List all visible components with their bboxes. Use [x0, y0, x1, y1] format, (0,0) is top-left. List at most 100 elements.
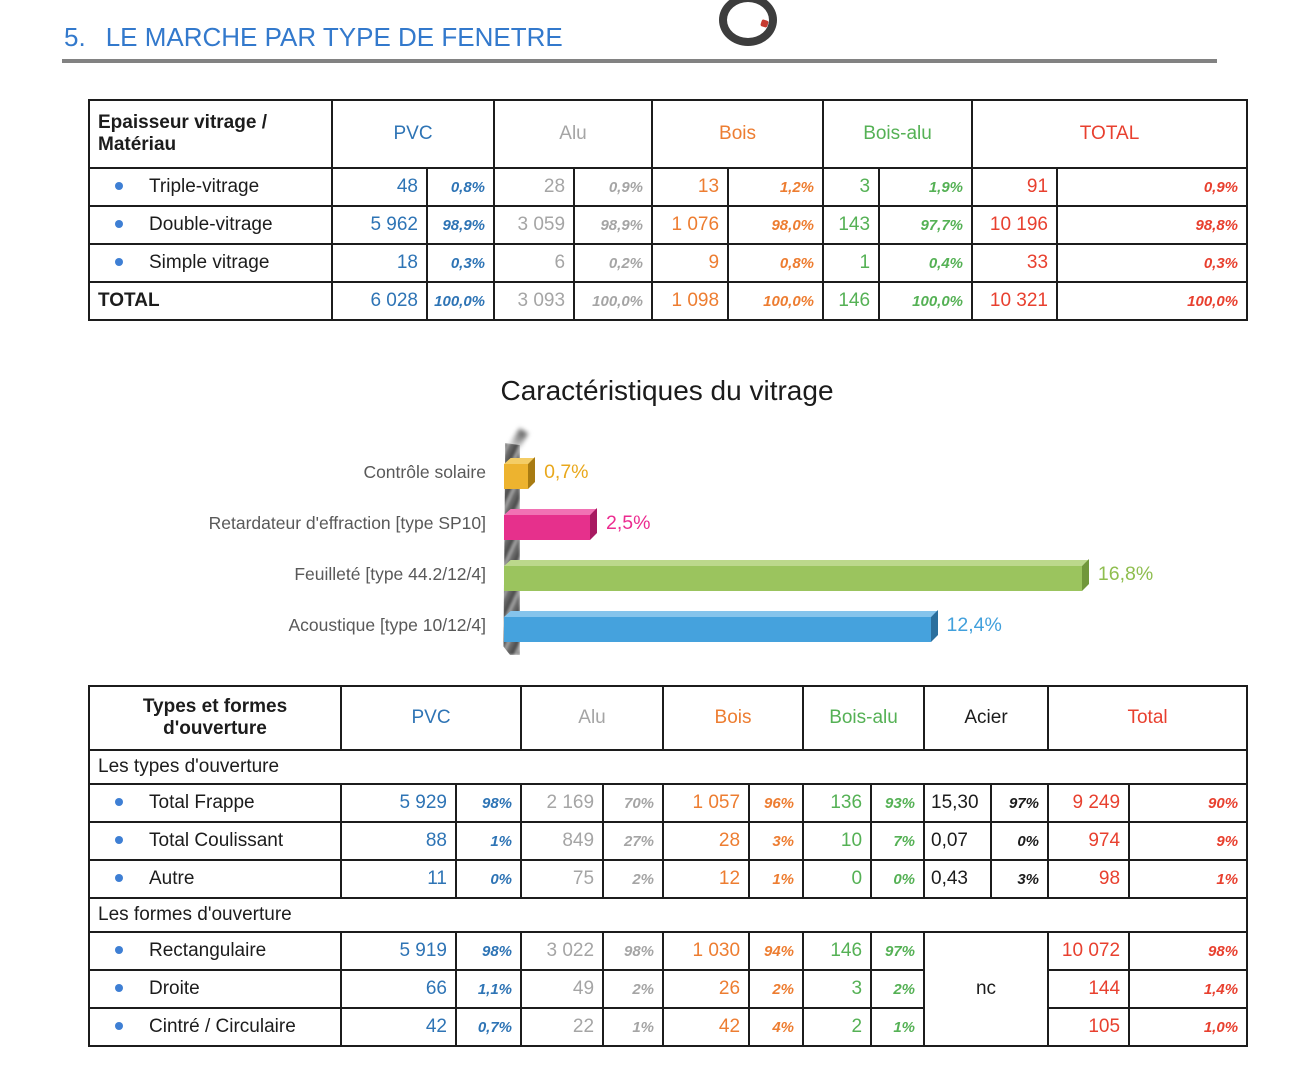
bullet-icon [115, 798, 123, 807]
t2-t2-acier: 0,43 [923, 859, 993, 899]
t2-total-header: Total [1047, 685, 1249, 751]
t2-boisalu-header: Bois-alu [802, 685, 926, 751]
glazing-thickness-table: Epaisseur vitrage / Matériau PVC Alu Boi… [88, 99, 1249, 321]
t2-f1-pvc: 66 [340, 969, 457, 1009]
t2-t2-tot-pct: 1% [1128, 859, 1249, 899]
t2-f0-alu-pct: 98% [602, 931, 665, 971]
t1-r1-pvc-pct: 98,9% [425, 205, 496, 245]
t1-pvc-header: PVC [330, 99, 496, 169]
t2-header-row: Types et formes d'ouverture PVC Alu Bois… [88, 685, 1249, 751]
t2-t0-balu-pct: 93% [870, 783, 926, 823]
t1-r1-tot-pct: 98,8% [1056, 205, 1249, 245]
chart-row-acoustique: Acoustique [type 10/12/4] 12,4% [60, 600, 1300, 651]
t2-t1-tot-pct: 9% [1128, 821, 1249, 861]
t2-f2-label: Cintré / Circulaire [88, 1007, 342, 1047]
t2-t0-alu-pct: 70% [602, 783, 665, 823]
t1-r0-alu: 28 [493, 167, 576, 207]
chart-row-retardateur: Retardateur d'effraction [type SP10] 2,5… [60, 498, 1300, 549]
t1-total-tot-pct: 100,0% [1056, 281, 1249, 321]
t2-t0-acier: 15,30 [923, 783, 993, 823]
t1-r0-pvc-pct: 0,8% [425, 167, 496, 207]
t2-row-frappe: Total Frappe 5 929 98% 2 169 70% 1 057 9… [88, 783, 1249, 823]
t2-f0-bois: 1 030 [662, 931, 751, 971]
bullet-icon [115, 984, 123, 993]
t1-r1-tot: 10 196 [971, 205, 1059, 245]
t1-bois-header: Bois [651, 99, 825, 169]
t1-row-triple: Triple-vitrage 48 0,8% 28 0,9% 13 1,2% 3… [88, 167, 1249, 207]
t2-t1-balu-pct: 7% [870, 821, 926, 861]
t2-t1-pvc-pct: 1% [454, 821, 523, 861]
t1-r2-alu-pct: 0,2% [573, 243, 654, 283]
t1-r0-balu: 3 [822, 167, 881, 207]
logo-fragment-icon [719, 0, 777, 46]
bar-front-face [504, 514, 590, 540]
t2-row-rectangulaire: Rectangulaire 5 919 98% 3 022 98% 1 030 … [88, 931, 1249, 1047]
t1-row-total: TOTAL 6 028 100,0% 3 093 100,0% 1 098 10… [88, 281, 1249, 321]
t1-header-row: Epaisseur vitrage / Matériau PVC Alu Boi… [88, 99, 1249, 169]
t2-t1-bois-pct: 3% [748, 821, 805, 861]
t1-r0-bois: 13 [651, 167, 730, 207]
t2-acier-nc-cell: nc [923, 931, 1050, 1047]
t1-total-pvc: 6 028 [331, 281, 428, 321]
vitrage-bar-chart: Contrôle solaire 0,7% Retardateur d'effr… [60, 428, 1300, 655]
opening-types-table: Types et formes d'ouverture PVC Alu Bois… [87, 685, 1249, 1047]
t2-f2-tot: 105 [1047, 1007, 1131, 1047]
bar-category-label: Feuilleté [type 44.2/12/4] [294, 564, 486, 584]
t2-t2-alu: 75 [520, 859, 605, 899]
t2-acier-header: Acier [923, 685, 1050, 751]
t2-t0-balu: 136 [802, 783, 873, 823]
t1-r2-tot: 33 [971, 243, 1059, 283]
heading-title: LE MARCHE PAR TYPE DE FENETRE [105, 22, 563, 52]
bar-retardateur-effraction: 2,5% [504, 507, 1300, 541]
t1-total-pvc-pct: 100,0% [425, 281, 496, 321]
t1-corner-header: Epaisseur vitrage / Matériau [88, 99, 333, 169]
t2-f0-balu-pct: 97% [870, 931, 926, 971]
t2-f2-balu-pct: 1% [870, 1007, 926, 1047]
t2-row-autre: Autre 11 0% 75 2% 12 1% 0 0% 0,43 3% 98 … [88, 859, 1249, 899]
heading-underline [62, 59, 1217, 63]
t2-f0-bois-pct: 94% [748, 931, 805, 971]
t1-alu-header: Alu [493, 99, 654, 169]
t2-t2-bois: 12 [662, 859, 751, 899]
t2-f0-tot-pct: 98% [1128, 931, 1249, 971]
t2-t0-acier-pct: 97% [990, 783, 1050, 823]
bar-value-label: 16,8% [1097, 562, 1154, 585]
t2-t0-label: Total Frappe [88, 783, 342, 823]
t1-r2-balu-pct: 0,4% [878, 243, 974, 283]
t2-corner-header: Types et formes d'ouverture [88, 685, 342, 751]
bar-value-label: 2,5% [606, 511, 651, 534]
t2-t0-tot-pct: 90% [1128, 783, 1249, 823]
t2-t2-label: Autre [88, 859, 342, 899]
t1-r0-label: Triple-vitrage [88, 167, 333, 207]
chart-row-feuillete: Feuilleté [type 44.2/12/4] 16,8% [60, 549, 1300, 600]
t1-r1-pvc: 5 962 [331, 205, 428, 245]
t1-total-alu-pct: 100,0% [573, 281, 654, 321]
t2-f1-alu-pct: 2% [602, 969, 665, 1009]
t2-t0-bois: 1 057 [662, 783, 751, 823]
t1-total-bois-pct: 100,0% [727, 281, 825, 321]
t2-f1-balu: 3 [802, 969, 873, 1009]
t2-t1-alu: 849 [520, 821, 605, 861]
t2-f2-tot-pct: 1,0% [1128, 1007, 1249, 1047]
t1-r0-tot-pct: 0,9% [1056, 167, 1249, 207]
t2-f0-balu: 146 [802, 931, 873, 971]
t2-f1-tot-pct: 1,4% [1128, 969, 1249, 1009]
t2-row-droite: Droite 66 1,1% 49 2% 26 2% 3 2% 144 1,4% [88, 969, 1249, 1009]
t1-total-tot: 10 321 [971, 281, 1059, 321]
t2-t2-pvc: 11 [340, 859, 457, 899]
chart-title: Caractéristiques du vitrage [500, 375, 834, 406]
bullet-icon [115, 836, 123, 845]
bar-controle-solaire: 0,7% [504, 456, 1300, 490]
t2-f1-tot: 144 [1047, 969, 1131, 1009]
t1-r1-balu-pct: 97,7% [878, 205, 974, 245]
t2-section-types-label: Les types d'ouverture [87, 749, 1249, 785]
t2-f1-bois: 26 [662, 969, 751, 1009]
t2-t2-balu: 0 [802, 859, 873, 899]
bullet-icon [115, 182, 123, 191]
t2-f0-label: Rectangulaire [88, 931, 342, 971]
t1-r0-tot: 91 [971, 167, 1059, 207]
t1-total-label: TOTAL [88, 281, 333, 321]
t2-t2-tot: 98 [1047, 859, 1131, 899]
t2-f2-bois: 42 [662, 1007, 751, 1047]
t2-t2-bois-pct: 1% [748, 859, 805, 899]
